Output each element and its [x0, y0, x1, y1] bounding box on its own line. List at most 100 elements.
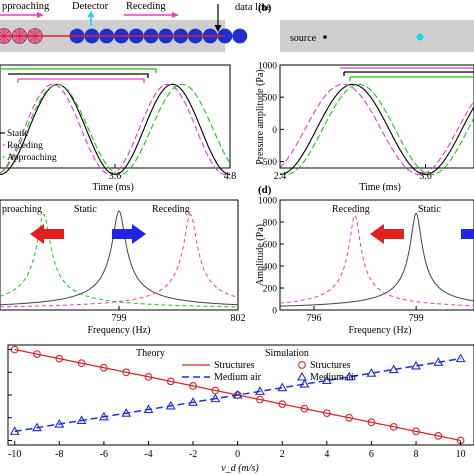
blue-scatterer	[232, 28, 248, 44]
data-point-medium-air	[344, 371, 355, 381]
data-point-medium-air	[255, 386, 265, 395]
data-point-structures	[100, 363, 108, 372]
xlabel-e: v_d (m/s)	[221, 463, 259, 474]
data-point-medium-air	[210, 393, 221, 403]
data-point-structures	[434, 432, 443, 440]
y-tick-label: 1000	[258, 62, 277, 72]
x-tick-label: 4.8	[224, 171, 237, 182]
x-tick-label: -8	[55, 449, 63, 460]
plot-frame-d	[279, 199, 474, 311]
legend-simulation-title: Simulation	[265, 348, 309, 359]
series-line-static	[0, 83, 231, 175]
plot-frame-c	[0, 199, 239, 311]
series-line-static	[280, 212, 474, 307]
panel-b-plot: 2.4 3.6 -500 0 500 1000 Pressure amplitude (P…	[255, 62, 474, 193]
legend-a-approaching: Approaching	[7, 153, 57, 163]
panel-c-ticks: 799 802	[112, 306, 246, 324]
receding-label: Receding	[126, 1, 166, 12]
x-tick-label: 3.6	[109, 171, 122, 182]
series-line-static	[0, 210, 238, 306]
x-tick-label: 2.4	[274, 171, 287, 182]
data-point-structures	[166, 377, 175, 386]
panel-a-schematic: pproaching Detector Receding data line	[0, 1, 271, 52]
detector-point	[416, 33, 424, 41]
data-point-medium-air	[411, 360, 421, 370]
data-point-structures	[322, 409, 331, 418]
x-tick-label: 8	[414, 449, 419, 460]
panel-e-plot: -10 -8 -6 -4 -2 0 2 4 6 8 10 Theory Simulation Str…	[7, 344, 474, 474]
data-point-medium-air	[32, 422, 42, 432]
data-point-medium-air	[455, 353, 466, 363]
left-arrow-red-icon	[370, 224, 404, 244]
legend-theory-air: Medium air	[214, 372, 262, 383]
period-brackets-b	[340, 67, 474, 81]
source-label: source	[290, 33, 317, 44]
y-tick-label: 500	[263, 94, 278, 104]
data-point-medium-air	[277, 382, 288, 392]
ylabel-d: Amplitude (Pa)	[255, 224, 266, 286]
legend-sim-structures: Structures	[310, 360, 351, 371]
panel-d-ticks: 796 799 0 200 400 600 800 1000	[258, 197, 424, 325]
data-point-structures	[189, 382, 197, 390]
panel-c-plot: proaching Static Receding 799 802 Frequen…	[0, 199, 246, 336]
data-point-medium-air	[165, 400, 176, 410]
xlabel-a: Time (ms)	[92, 182, 134, 193]
data-point-medium-air	[143, 404, 154, 414]
y-tick-label: 400	[263, 263, 278, 273]
data-point-structures	[33, 350, 41, 358]
xlabel-b: Time (ms)	[359, 182, 401, 193]
x-tick-label: -4	[144, 449, 152, 460]
data-point-medium-air	[9, 426, 20, 435]
plot-frame-b	[279, 64, 474, 169]
data-point-medium-air	[121, 408, 132, 417]
y-tick-label: 200	[263, 285, 278, 295]
series-line-static	[280, 83, 474, 175]
x-tick-label: 802	[231, 313, 246, 324]
data-point-medium-air	[188, 397, 199, 406]
annot-d-receding: Receding	[332, 204, 370, 215]
panel-b-schematic: (b) source	[258, 2, 474, 52]
annot-c-static: Static	[74, 204, 97, 215]
panel-e-curves	[9, 345, 466, 445]
data-point-medium-air	[388, 364, 399, 374]
panel-d-curves	[280, 212, 474, 307]
data-point-structures	[278, 400, 287, 408]
panel-b-ticks: 2.4 3.6 -500 0 500 1000	[258, 62, 432, 183]
data-point-structures	[77, 359, 86, 368]
panel-d-plot: (d) Receding Static 796 799 0 200 400 600 800 1…	[255, 184, 474, 336]
y-tick-label: -500	[260, 158, 278, 168]
legend-sim-air: Medium air	[310, 372, 358, 383]
x-tick-label: 10	[456, 449, 466, 460]
legend-e: Theory Simulation Structures Medium air …	[136, 348, 358, 383]
data-point-medium-air	[366, 368, 377, 377]
data-point-structures	[345, 413, 353, 422]
legend-theory-structures: Structures	[214, 360, 255, 371]
data-point-structures	[412, 427, 420, 436]
data-point-structures	[367, 418, 376, 427]
panel-c-curves	[0, 210, 239, 308]
y-tick-label: 600	[263, 241, 278, 251]
series-line-medium-air	[14, 357, 461, 433]
x-tick-label: 6	[369, 449, 374, 460]
period-brackets-a	[0, 68, 157, 83]
series-line-approaching	[279, 83, 474, 175]
data-point-medium-air	[54, 418, 65, 428]
x-tick-label: 4	[324, 449, 329, 460]
data-point-medium-air	[232, 389, 243, 399]
data-point-medium-air	[299, 378, 310, 388]
legend-sim-structures-marker	[298, 361, 306, 369]
left-arrow-red-icon	[30, 224, 64, 244]
detector-arrow-icon	[87, 11, 95, 17]
annot-c-approaching: proaching	[2, 204, 42, 215]
annot-d-static: Static	[418, 204, 441, 215]
series-line-receding	[0, 213, 239, 308]
panel-b-label: (b)	[258, 2, 272, 14]
detector-label: Detector	[72, 1, 109, 12]
legend-theory-title: Theory	[136, 348, 165, 359]
right-arrow-small-icon	[37, 12, 44, 18]
blue-arrow-fragment-icon	[461, 229, 474, 239]
x-tick-label: -6	[100, 449, 108, 460]
x-tick-label: 3.6	[419, 171, 432, 182]
data-line-label: data line	[235, 2, 271, 13]
